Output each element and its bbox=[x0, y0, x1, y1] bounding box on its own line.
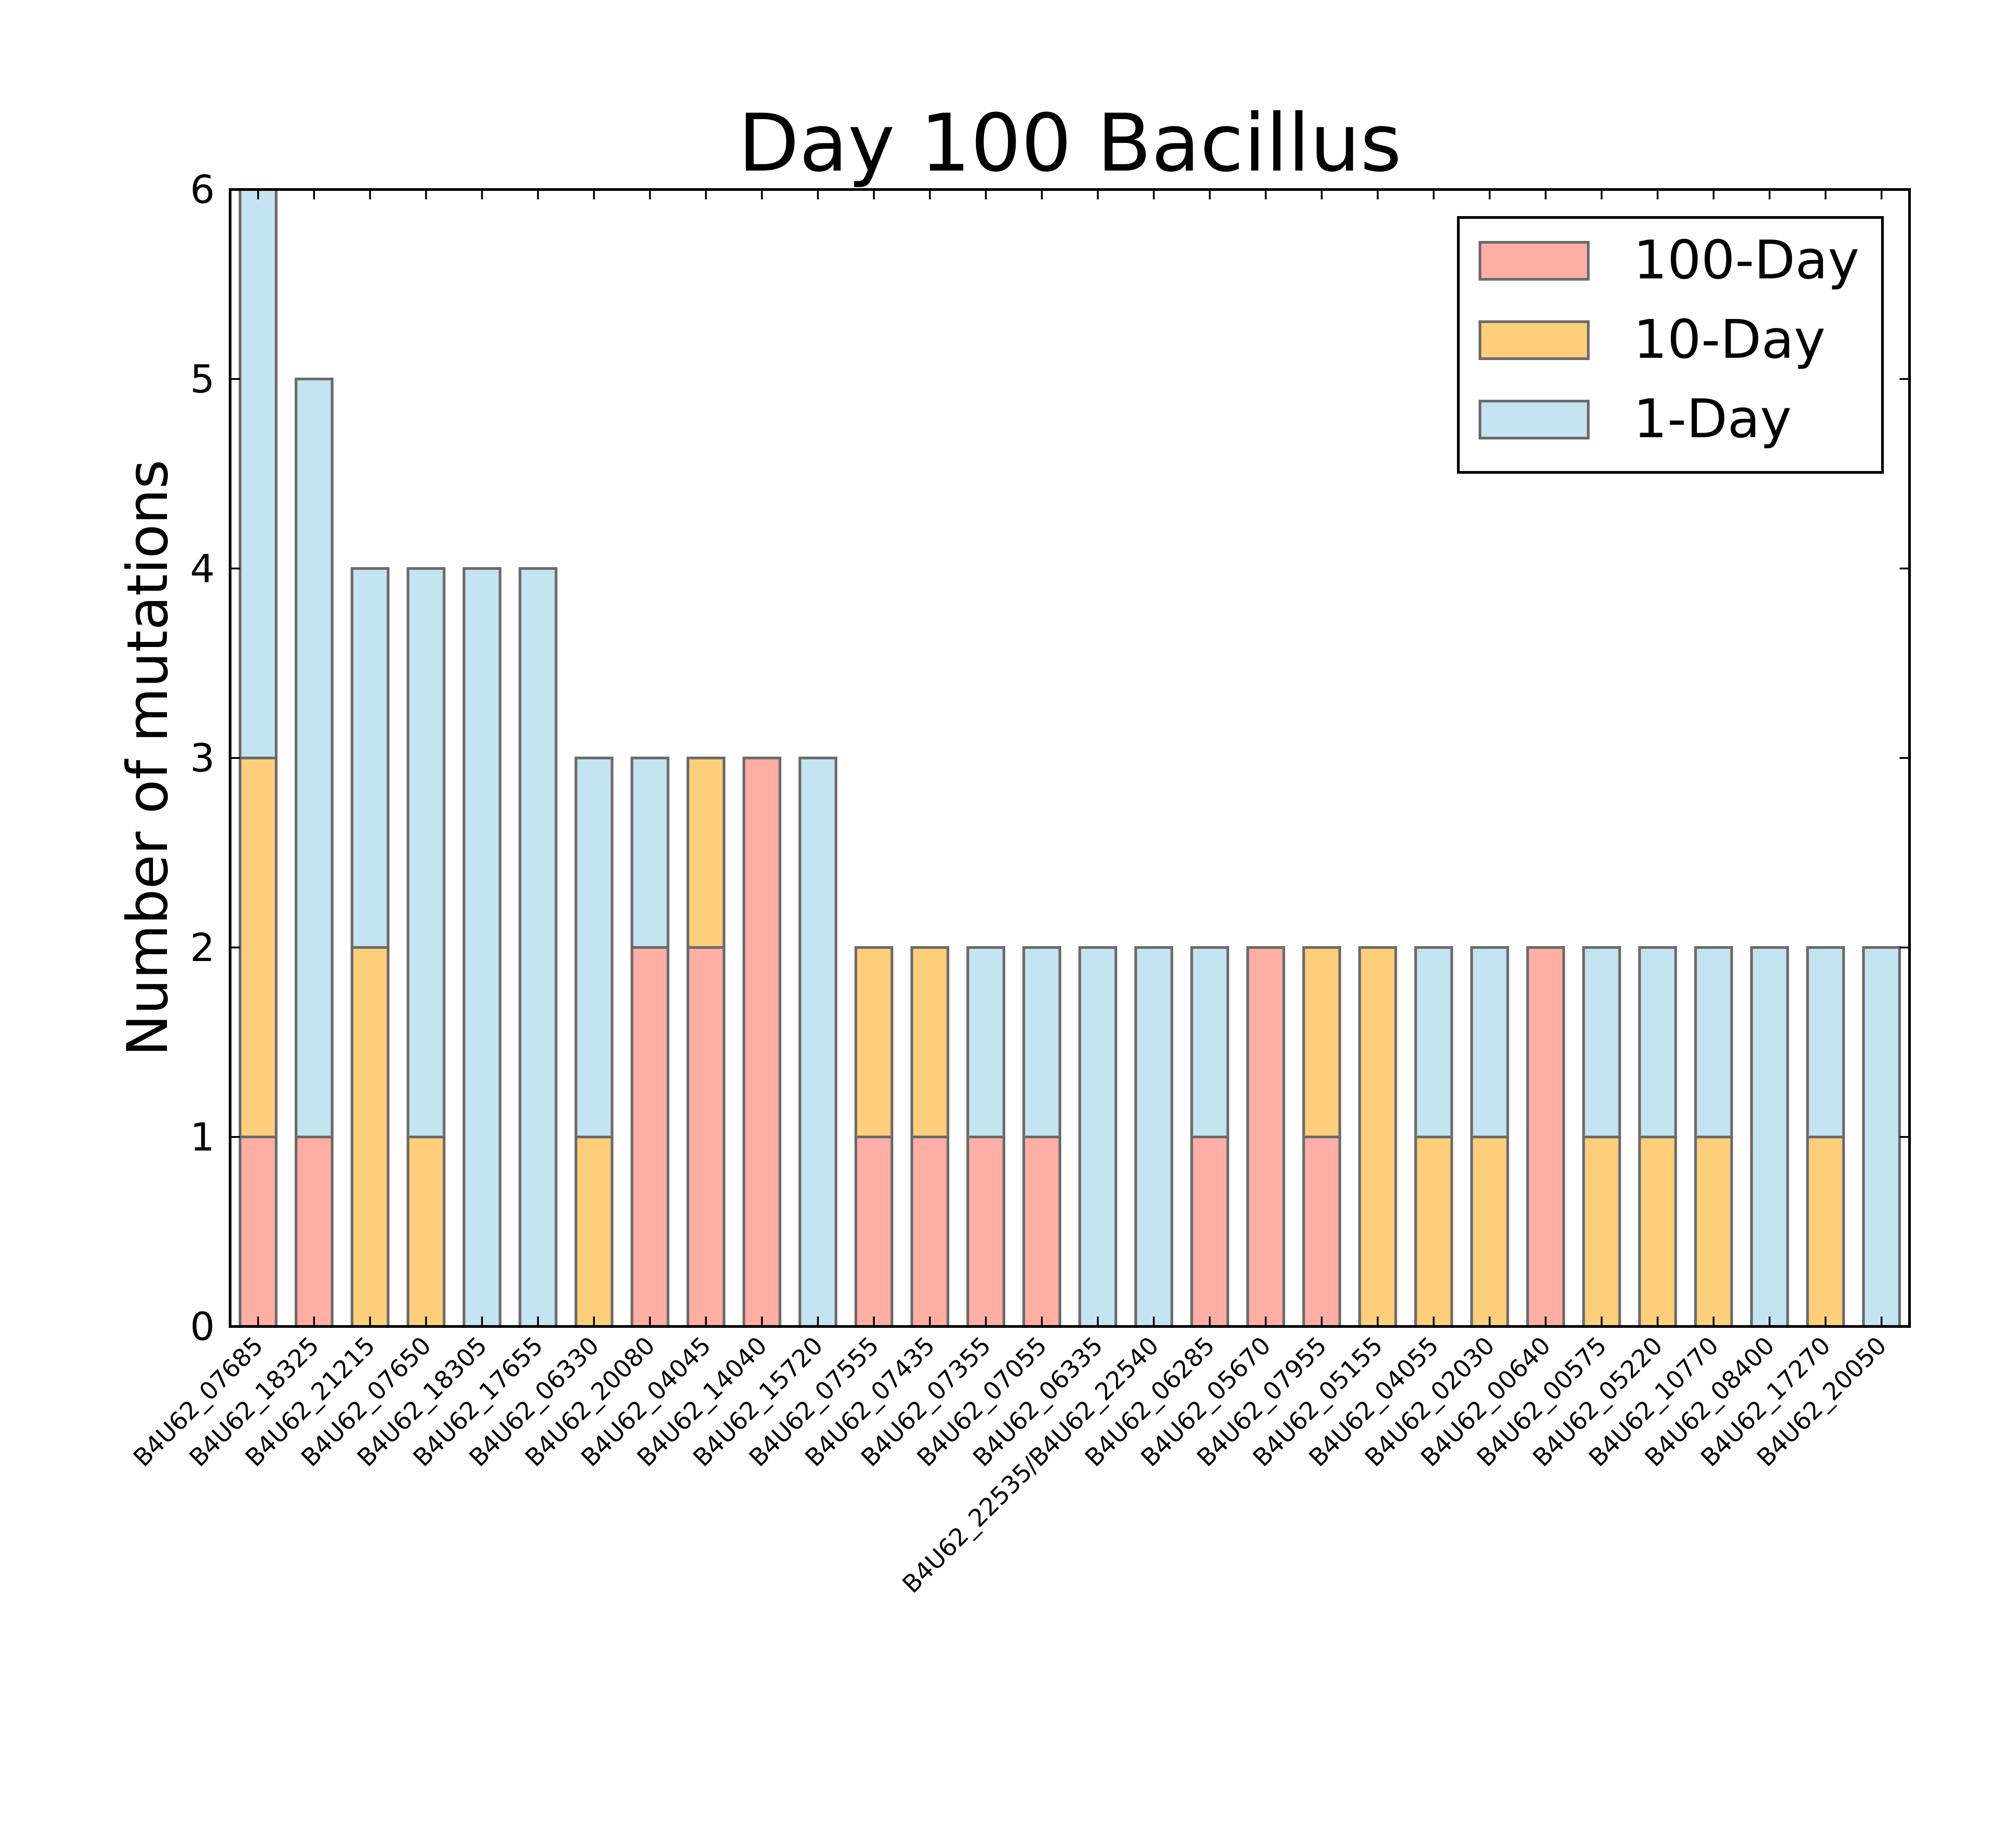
y-tick-label-0: 0 bbox=[190, 1304, 215, 1349]
bar-1-day-10 bbox=[798, 757, 837, 1328]
bar-100-day-1 bbox=[295, 1136, 334, 1328]
bar-1-day-22 bbox=[1470, 946, 1509, 1138]
bar-1-day-7 bbox=[630, 757, 670, 949]
bar-1-day-21 bbox=[1414, 946, 1453, 1138]
bar-100-day-12 bbox=[910, 1136, 949, 1328]
bar-10-day-22 bbox=[1470, 1136, 1509, 1328]
bar-1-day-6 bbox=[574, 757, 614, 1138]
bar-1-day-4 bbox=[462, 567, 502, 1328]
y-axis-label: Number of mutations bbox=[116, 460, 180, 1057]
bar-10-day-11 bbox=[854, 946, 893, 1138]
bar-100-day-8 bbox=[686, 946, 726, 1328]
bar-1-day-0 bbox=[239, 188, 278, 759]
bar-100-day-17 bbox=[1190, 1136, 1230, 1328]
bar-10-day-26 bbox=[1694, 1136, 1733, 1328]
bar-1-day-1 bbox=[295, 378, 334, 1138]
bar-10-day-3 bbox=[407, 1136, 446, 1328]
bar-10-day-20 bbox=[1358, 946, 1397, 1328]
bar-1-day-27 bbox=[1750, 946, 1789, 1328]
y-tick-label-3: 3 bbox=[190, 736, 215, 781]
bar-10-day-12 bbox=[910, 946, 949, 1138]
bar-10-day-19 bbox=[1302, 946, 1341, 1138]
bar-100-day-23 bbox=[1526, 946, 1565, 1328]
y-tick-label-2: 2 bbox=[190, 925, 215, 970]
legend-swatch-10-day bbox=[1479, 320, 1590, 360]
legend-swatch-1-day bbox=[1479, 400, 1590, 439]
bar-100-day-9 bbox=[742, 757, 781, 1328]
bar-1-day-24 bbox=[1582, 946, 1621, 1138]
bar-100-day-0 bbox=[239, 1136, 278, 1328]
bar-1-day-15 bbox=[1078, 946, 1118, 1328]
bar-1-day-28 bbox=[1806, 946, 1845, 1138]
legend-label-1-day: 1-Day bbox=[1633, 388, 1792, 450]
bar-100-day-14 bbox=[1022, 1136, 1061, 1328]
bar-10-day-2 bbox=[351, 946, 390, 1328]
bar-1-day-25 bbox=[1638, 946, 1677, 1138]
bar-10-day-6 bbox=[574, 1136, 614, 1328]
bar-100-day-11 bbox=[854, 1136, 893, 1328]
bar-1-day-2 bbox=[351, 567, 390, 949]
y-tick-label-6: 6 bbox=[190, 167, 215, 213]
bar-100-day-7 bbox=[630, 946, 670, 1328]
bar-1-day-14 bbox=[1022, 946, 1061, 1138]
bar-10-day-24 bbox=[1582, 1136, 1621, 1328]
bar-1-day-5 bbox=[518, 567, 558, 1328]
legend-swatch-100-day bbox=[1479, 241, 1590, 281]
bar-10-day-28 bbox=[1806, 1136, 1845, 1328]
bar-10-day-25 bbox=[1638, 1136, 1677, 1328]
legend: 100-Day 10-Day 1-Day bbox=[1457, 216, 1884, 474]
bar-100-day-19 bbox=[1302, 1136, 1341, 1328]
legend-label-100-day: 100-Day bbox=[1633, 229, 1859, 291]
bar-10-day-21 bbox=[1414, 1136, 1453, 1328]
bar-1-day-3 bbox=[407, 567, 446, 1138]
bar-100-day-18 bbox=[1246, 946, 1285, 1328]
y-tick-label-5: 5 bbox=[190, 357, 215, 402]
bar-10-day-8 bbox=[686, 757, 726, 949]
bar-1-day-26 bbox=[1694, 946, 1733, 1138]
bar-1-day-17 bbox=[1190, 946, 1230, 1138]
legend-label-10-day: 10-Day bbox=[1633, 308, 1826, 370]
bar-10-day-0 bbox=[239, 757, 278, 1138]
bar-1-day-16 bbox=[1134, 946, 1174, 1328]
y-tick-label-1: 1 bbox=[190, 1115, 215, 1160]
chart-title: Day 100 Bacillus bbox=[738, 97, 1402, 189]
bar-100-day-13 bbox=[966, 1136, 1005, 1328]
bars-layer bbox=[239, 188, 1901, 1328]
bar-1-day-13 bbox=[966, 946, 1005, 1138]
plot-frame bbox=[229, 188, 1911, 1328]
y-tick-label-4: 4 bbox=[190, 546, 215, 591]
bar-1-day-29 bbox=[1862, 946, 1901, 1328]
